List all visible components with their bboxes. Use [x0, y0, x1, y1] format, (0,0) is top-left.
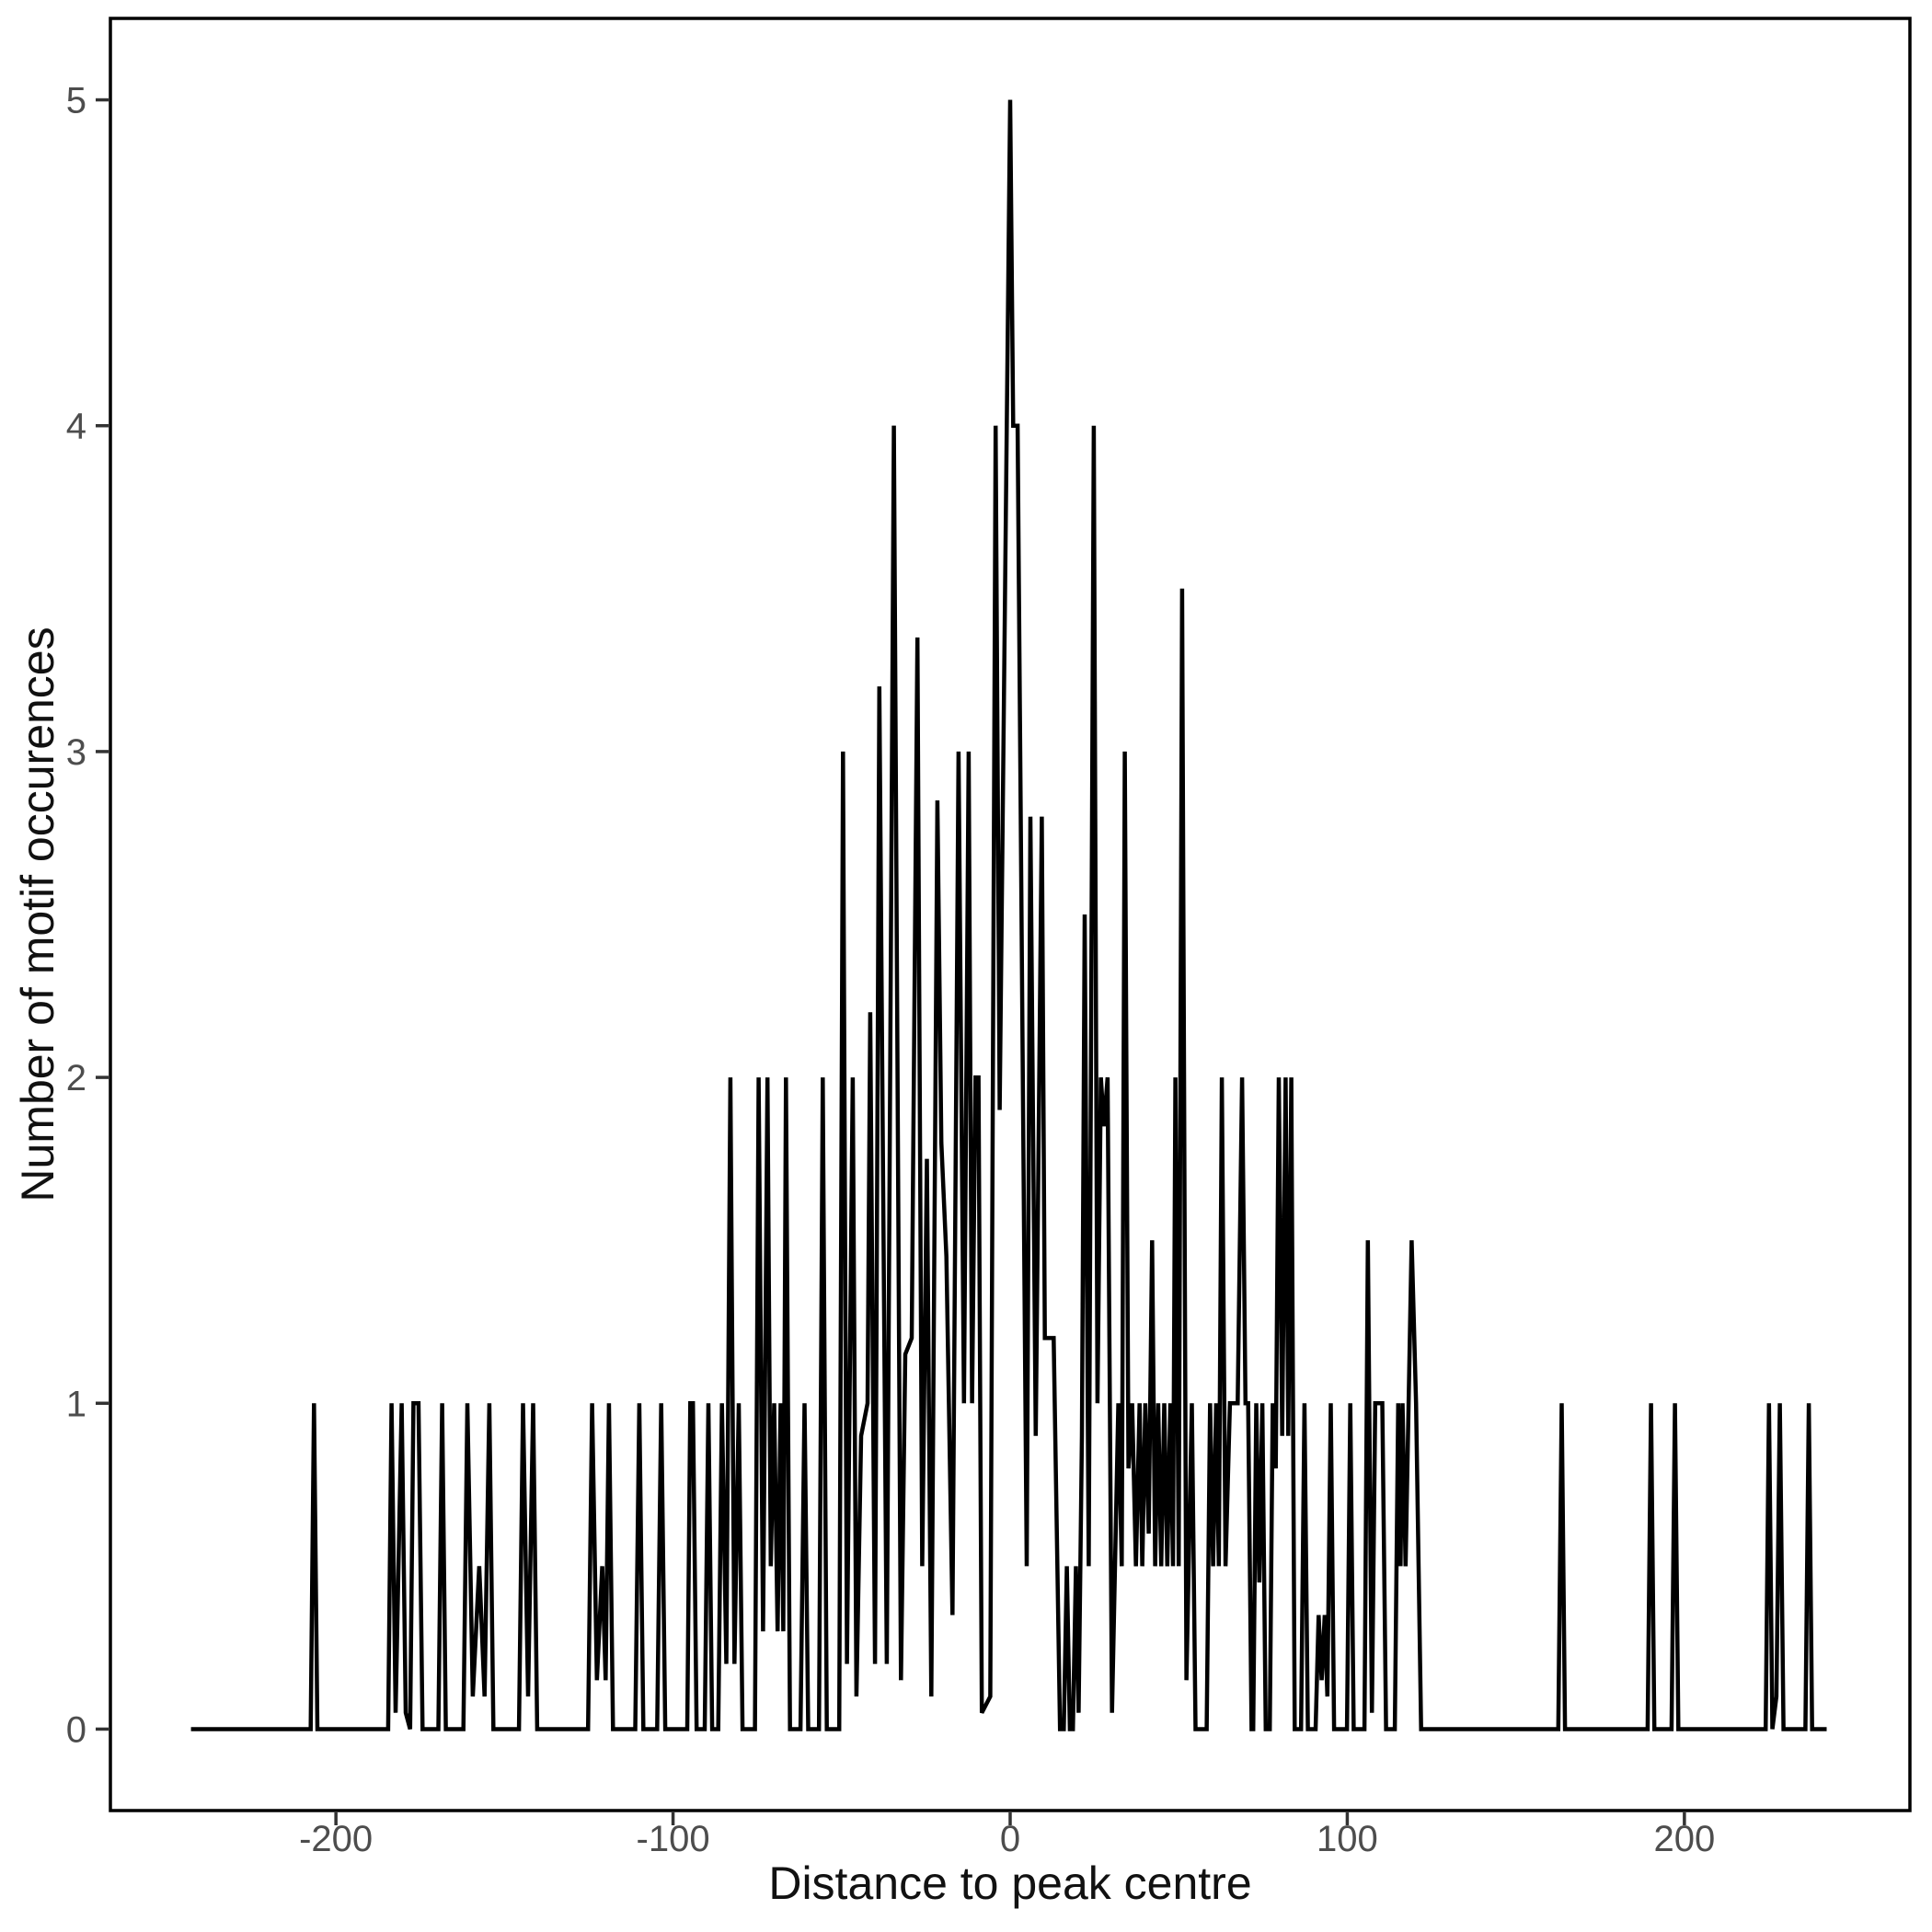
y-tick-label: 5 [66, 81, 86, 121]
y-tick-label: 1 [66, 1384, 86, 1424]
x-tick-label: 200 [1653, 1819, 1715, 1859]
x-tick-label: -200 [299, 1819, 373, 1859]
x-tick-label: 0 [1000, 1819, 1020, 1859]
y-tick-label: 4 [66, 407, 86, 447]
y-tick-label: 0 [66, 1709, 86, 1750]
x-tick-label: 100 [1317, 1819, 1378, 1859]
y-axis-title: Number of motif occurences [12, 627, 63, 1202]
axis-ticks-layer: -200 -100 0 100 200 0 1 2 3 4 5 [66, 81, 1715, 1859]
data-line [190, 99, 1827, 1731]
panel-border [109, 17, 1912, 1812]
x-tick-label: -100 [637, 1819, 710, 1859]
data-layer [190, 99, 1827, 1731]
x-axis-title: Distance to peak centre [768, 1857, 1251, 1909]
y-tick-label: 2 [66, 1058, 86, 1098]
y-tick-label: 3 [66, 732, 86, 773]
